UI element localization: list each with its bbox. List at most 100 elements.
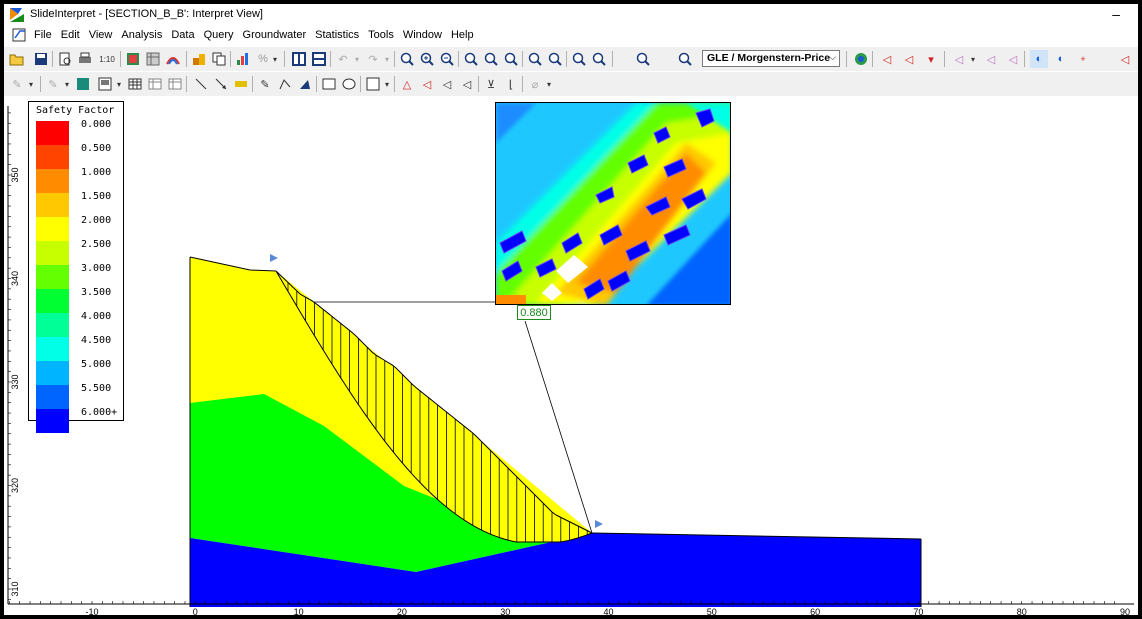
menu-query[interactable]: Query <box>204 29 234 41</box>
text-box-dropdown-icon[interactable]: ▾ <box>382 75 392 93</box>
query-surface-icon[interactable]: ◁ <box>1004 50 1022 68</box>
document-icon[interactable] <box>12 28 28 42</box>
grid-table-icon[interactable] <box>144 50 162 68</box>
open-file-icon[interactable] <box>8 50 26 68</box>
menu-window[interactable]: Window <box>403 29 442 41</box>
add-query-icon[interactable]: + <box>1074 50 1092 68</box>
legend-label: 2.000 <box>81 215 111 226</box>
chart-icon[interactable] <box>234 50 252 68</box>
minimize-button[interactable]: – <box>1112 6 1120 22</box>
zoom-out-icon[interactable] <box>438 50 456 68</box>
x-axis-label: 0 <box>193 607 198 615</box>
line-icon[interactable] <box>192 75 210 93</box>
legend-label: 0.500 <box>81 143 111 154</box>
split-horizontal-icon[interactable] <box>310 50 328 68</box>
image-icon[interactable] <box>74 75 92 93</box>
slices-icon[interactable]: ◁ <box>982 50 1000 68</box>
app-window: SlideInterpret - [SECTION_B_B': Interpre… <box>4 4 1138 615</box>
interpret-view[interactable]: -10 0 10 20 30 40 50 60 70 80 90 350 340 330 320 310 Sa… <box>4 96 1138 615</box>
show-forces-icon[interactable]: ◐ <box>1052 50 1070 68</box>
globe-icon[interactable] <box>852 50 870 68</box>
undo-dropdown-icon[interactable]: ▾ <box>352 50 362 68</box>
menu-help[interactable]: Help <box>451 29 474 41</box>
arrow-icon[interactable] <box>212 75 230 93</box>
surfaces-dropdown-icon[interactable]: ▾ <box>968 50 978 68</box>
safety-factor-contour-inset <box>495 102 731 305</box>
menu-view[interactable]: View <box>89 29 113 41</box>
polyline-icon[interactable] <box>276 75 294 93</box>
table-3-icon[interactable] <box>166 75 184 93</box>
legend-swatch <box>36 313 69 337</box>
rectangle-icon[interactable] <box>320 75 338 93</box>
copy-icon[interactable] <box>210 50 228 68</box>
scale-button[interactable]: 1:10 <box>96 50 118 68</box>
angle-2-icon[interactable]: ◁ <box>438 75 456 93</box>
rainbow-icon[interactable] <box>164 50 182 68</box>
menu-analysis[interactable]: Analysis <box>121 29 162 41</box>
find-icon[interactable] <box>676 50 694 68</box>
ruler-icon[interactable] <box>232 75 250 93</box>
picture-icon[interactable] <box>96 75 114 93</box>
brush-icon[interactable]: ✎ <box>44 75 62 93</box>
zoom-extents-icon[interactable] <box>482 50 500 68</box>
show-slices-icon[interactable]: ◐ <box>1030 50 1048 68</box>
water-level-icon[interactable]: ⊻ <box>482 75 500 93</box>
drawing-toolbar: ✎ ▾ ✎ ▾ ▾ ✎ ▾ △ ◁ ◁ ◁ ⊻ ⌊ ⌀ ▾ <box>4 71 1138 97</box>
print-icon[interactable] <box>76 50 94 68</box>
pen-dropdown-icon[interactable]: ▾ <box>26 75 36 93</box>
more-tools-icon[interactable]: ◁ <box>1116 50 1134 68</box>
table-2-icon[interactable] <box>146 75 164 93</box>
safety-factor-label: 0.880 <box>517 305 551 320</box>
redo-dropdown-icon[interactable]: ▾ <box>382 50 392 68</box>
surfaces-icon[interactable]: ◁ <box>950 50 968 68</box>
y-axis-label: 320 <box>10 478 20 493</box>
legend-swatch <box>36 409 69 433</box>
pen-icon[interactable]: ✎ <box>8 75 26 93</box>
zoom-in-icon[interactable] <box>418 50 436 68</box>
slip-entry-marker <box>270 254 278 262</box>
eraser-dropdown-icon[interactable]: ▾ <box>544 75 554 93</box>
text-box-icon[interactable] <box>364 75 382 93</box>
menu-file[interactable]: File <box>34 29 52 41</box>
zoom-slope-icon[interactable] <box>546 50 564 68</box>
zoom-window-icon[interactable] <box>462 50 480 68</box>
eraser-icon[interactable]: ⌀ <box>526 75 544 93</box>
angle-icon[interactable]: ◁ <box>418 75 436 93</box>
dimension-icon[interactable]: ⌊ <box>502 75 520 93</box>
filter-icon[interactable]: ▾ <box>922 50 940 68</box>
menu-tools[interactable]: Tools <box>368 29 394 41</box>
split-vertical-icon[interactable] <box>290 50 308 68</box>
menu-groundwater[interactable]: Groundwater <box>243 29 307 41</box>
triangle-icon[interactable]: △ <box>398 75 416 93</box>
picture-dropdown-icon[interactable]: ▾ <box>114 75 124 93</box>
search-icon[interactable] <box>634 50 652 68</box>
zoom-mouse-icon[interactable] <box>590 50 608 68</box>
y-axis-label: 350 <box>10 167 20 182</box>
contour-icon[interactable] <box>124 50 142 68</box>
ellipse-icon[interactable] <box>340 75 358 93</box>
slip-surface-icon[interactable]: ◁ <box>878 50 896 68</box>
legend-swatch <box>36 217 69 241</box>
angle-3-icon[interactable]: ◁ <box>458 75 476 93</box>
properties-icon[interactable] <box>190 50 208 68</box>
zoom-previous-icon[interactable] <box>526 50 544 68</box>
menu-edit[interactable]: Edit <box>61 29 80 41</box>
menu-data[interactable]: Data <box>171 29 194 41</box>
save-icon[interactable] <box>32 50 50 68</box>
table-icon[interactable] <box>126 75 144 93</box>
undo-icon[interactable]: ↶ <box>334 50 352 68</box>
pencil-icon[interactable]: ✎ <box>256 75 274 93</box>
redo-icon[interactable]: ↷ <box>364 50 382 68</box>
analysis-method-select[interactable]: GLE / Morgenstern-Price ⌵ <box>702 50 840 67</box>
zoom-all-icon[interactable] <box>398 50 416 68</box>
zoom-to-fit-icon[interactable] <box>570 50 588 68</box>
legend-label: 5.000 <box>81 359 111 370</box>
pan-icon[interactable] <box>502 50 520 68</box>
menu-statistics[interactable]: Statistics <box>315 29 359 41</box>
minimum-surface-icon[interactable]: ◁ <box>900 50 918 68</box>
percent-dropdown-icon[interactable]: ▾ <box>270 50 280 68</box>
polygon-icon[interactable] <box>296 75 314 93</box>
print-preview-icon[interactable] <box>56 50 74 68</box>
legend-swatch <box>36 241 69 265</box>
brush-dropdown-icon[interactable]: ▾ <box>62 75 72 93</box>
